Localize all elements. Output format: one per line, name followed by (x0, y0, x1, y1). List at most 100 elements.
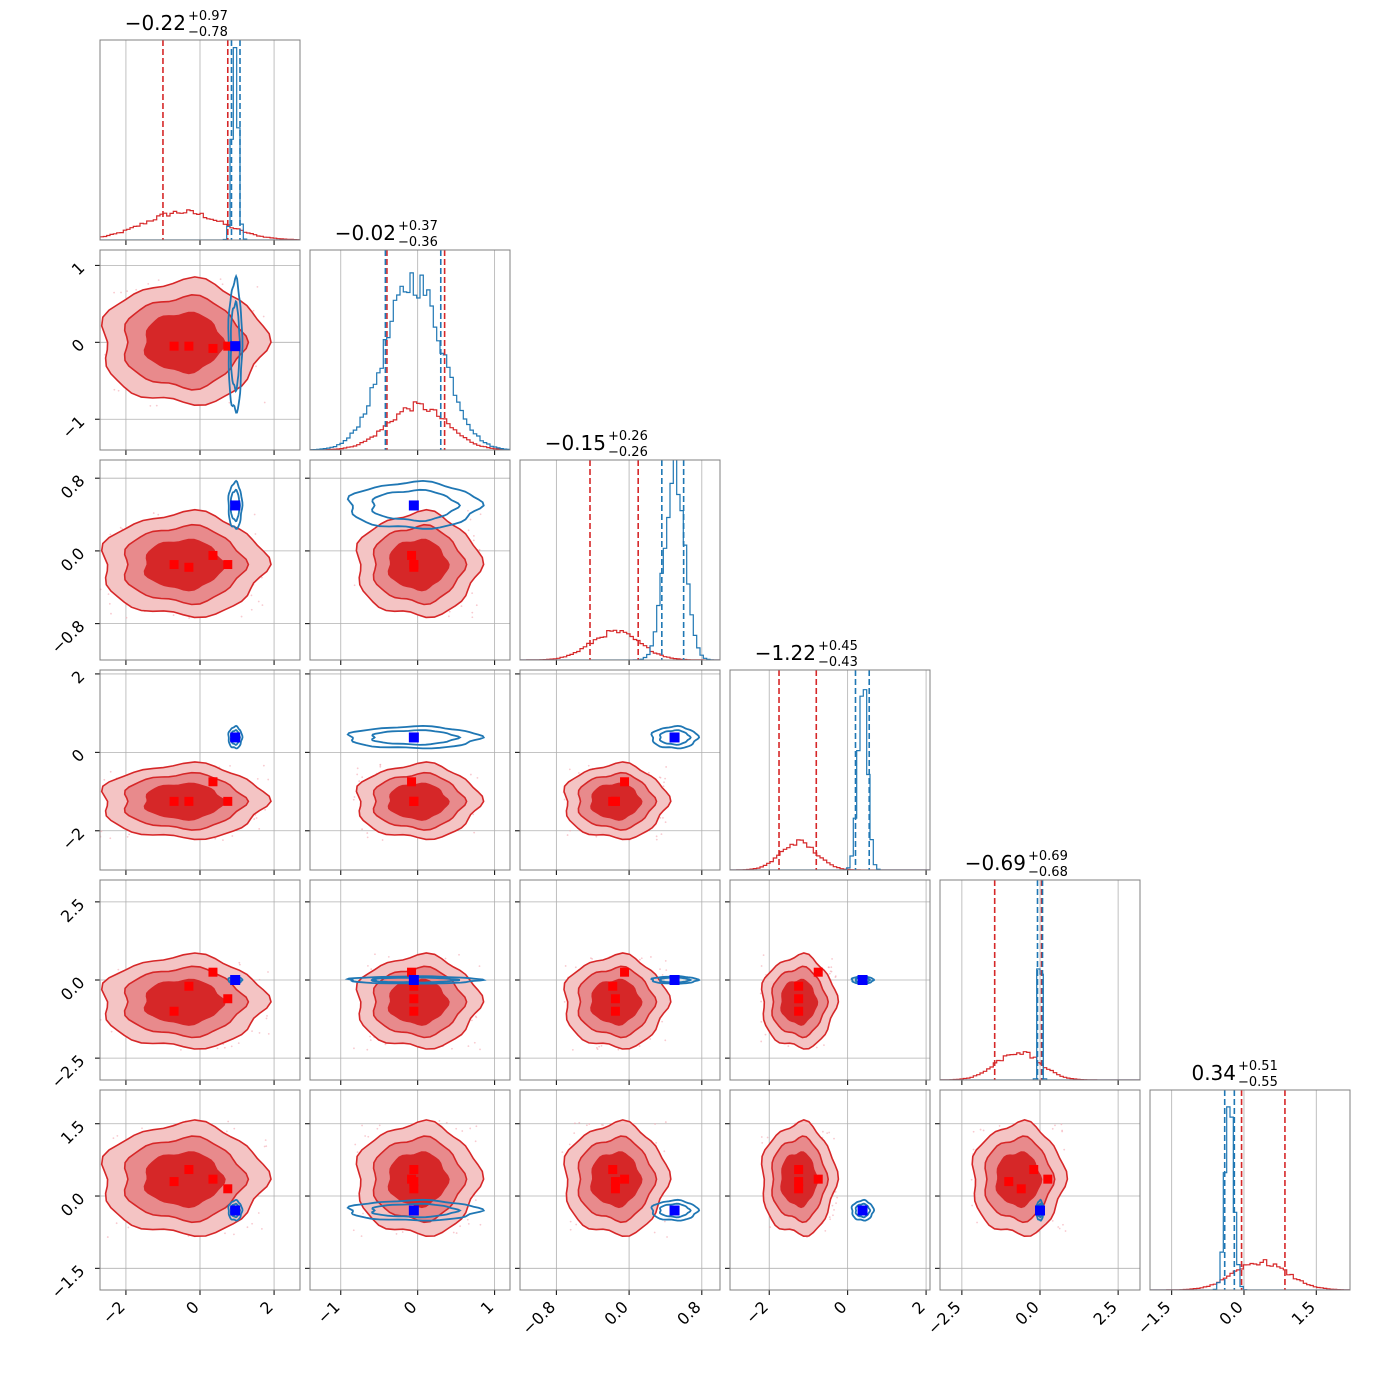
panel-content (730, 670, 930, 870)
prior-sample-point (233, 1127, 236, 1130)
prior-sample-point (478, 548, 481, 551)
reference-marker (409, 1184, 419, 1194)
prior-sample-point (467, 1045, 470, 1048)
prior-sample-point (98, 577, 100, 579)
prior-sample-point (109, 533, 112, 536)
prior-sample-point (469, 518, 472, 521)
prior-sample-point (577, 772, 580, 774)
prior-sample-point (257, 1212, 260, 1214)
scatter-panel-5-2: −0.8 0.0 0.8 (515, 1089, 721, 1338)
panel-frame (939, 1089, 1141, 1291)
reference-marker (169, 796, 179, 806)
prior-sample-point (467, 509, 469, 512)
reference-marker (794, 1165, 804, 1175)
prior-sample-point (267, 1032, 270, 1035)
x-tick-label: 0.0 (1011, 1297, 1042, 1328)
prior-sample-point (262, 764, 265, 767)
prior-sample-point (655, 835, 658, 838)
prior-sample-point (117, 389, 120, 392)
prior-sample-point (447, 615, 450, 618)
posterior-contour-outer (227, 479, 244, 530)
prior-sample-point (761, 1141, 764, 1144)
reference-marker (608, 1165, 618, 1175)
reference-marker (208, 967, 218, 977)
title-minus: −0.43 (818, 655, 858, 670)
panel-content (730, 1090, 930, 1290)
prior-sample-point (473, 831, 476, 834)
prior-sample-point (253, 513, 256, 516)
prior-sample-point (647, 771, 650, 774)
panel-frame (729, 879, 931, 1081)
prior-sample-point (452, 1231, 455, 1234)
prior-sample-point (179, 1048, 182, 1051)
prior-sample-point (109, 770, 112, 773)
reference-marker (184, 1165, 194, 1175)
prior-sample-point (467, 529, 470, 532)
prior-sample-point (262, 315, 265, 318)
prior-sample-point (834, 976, 837, 979)
panel-frame (1149, 1089, 1351, 1291)
reference-marker (794, 1006, 804, 1016)
reference-marker (184, 981, 194, 991)
prior-sample-point (815, 1046, 818, 1049)
panel-title: 0.34 (1191, 1061, 1236, 1085)
scatter-panel-5-0: −1.5 0.0 1.5 −2 0 2 (47, 1089, 301, 1328)
prior-sample-point (571, 1048, 574, 1051)
y-tick-label: −1.5 (47, 1261, 88, 1302)
prior-sample-point (473, 1041, 476, 1044)
prior-sample-point (639, 958, 641, 961)
prior-sample-point (113, 388, 116, 391)
truth-marker (669, 1205, 680, 1216)
prior-sample-point (126, 290, 129, 293)
prior-sample-point (662, 816, 664, 819)
prior-sample-point (472, 813, 475, 816)
panel-content (97, 1090, 300, 1290)
prior-sample-point (836, 1196, 839, 1199)
prior-sample-point (227, 1120, 230, 1123)
prior-sample-point (109, 837, 112, 840)
prior-sample-point (828, 1131, 831, 1134)
y-tick-label: −2.5 (47, 1051, 88, 1092)
prior-sample-point (661, 1020, 664, 1023)
prior-sample-point (475, 1125, 478, 1128)
reference-marker (184, 796, 194, 806)
prior-sample-point (664, 821, 667, 824)
reference-marker (223, 994, 233, 1004)
prior-sample-point (759, 992, 762, 995)
hist-panel-3: −1.22 +0.45−0.43 (729, 639, 931, 875)
truth-marker (1035, 1205, 1045, 1216)
prior-sample-point (141, 1127, 143, 1130)
truth-marker (669, 975, 680, 985)
prior-sample-point (381, 839, 384, 841)
prior-sample-point (228, 401, 231, 404)
prior-sample-point (251, 1222, 254, 1225)
prior-histogram (520, 629, 720, 660)
prior-sample-point (1061, 1130, 1064, 1133)
prior-sample-point (238, 961, 241, 964)
prior-sample-point (458, 953, 460, 956)
reference-marker (223, 1184, 233, 1194)
panel-title: −1.22 (755, 641, 816, 665)
prior-sample-point (256, 285, 259, 288)
prior-sample-point (471, 611, 474, 614)
prior-sample-point (97, 1183, 99, 1185)
y-tick-label: −2 (58, 824, 88, 854)
prior-sample-point (760, 1020, 763, 1023)
panel-frame (729, 669, 931, 871)
x-tick-label: 0 (182, 1297, 203, 1318)
title-minus: −0.68 (1028, 865, 1068, 880)
prior-sample-point (110, 612, 112, 615)
prior-sample-point (760, 965, 763, 967)
prior-sample-point (640, 957, 643, 960)
posterior-contour-outer (850, 1198, 876, 1222)
scatter-panel-5-3: −2 0 2 (725, 1089, 931, 1328)
prior-sample-point (664, 960, 667, 962)
prior-sample-point (113, 291, 115, 294)
prior-sample-point (1057, 1226, 1060, 1228)
panel-content (1150, 1090, 1350, 1290)
reference-marker (610, 994, 620, 1004)
posterior-histogram (1150, 1106, 1350, 1290)
y-tick-label: 0.0 (57, 1189, 88, 1220)
prior-sample-point (127, 1226, 130, 1229)
y-tick-label: 0 (68, 745, 89, 766)
